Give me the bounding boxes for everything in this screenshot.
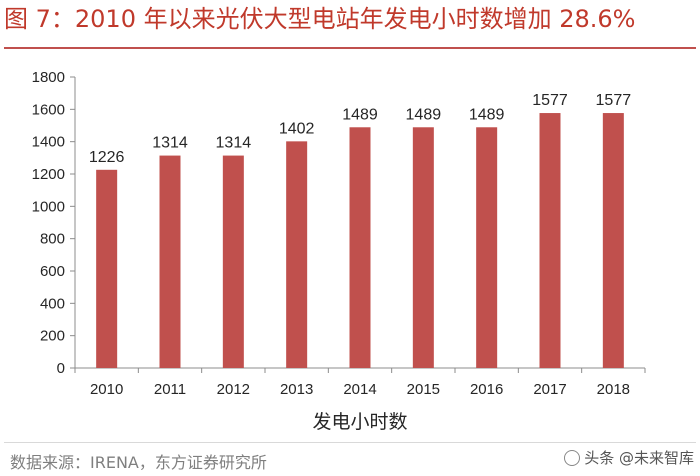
data-label-2018: 1577 [596,92,632,109]
y-tick-label: 1400 [32,134,65,151]
watermark: 头条 @未来智库 [564,447,694,468]
data-label-2012: 1314 [216,135,252,152]
data-label-2013: 1402 [279,120,315,137]
x-tick-label-2015: 2015 [407,381,440,398]
data-source: 数据来源：IRENA，东方证券研究所 [10,453,267,472]
data-label-2014: 1489 [342,106,378,123]
bar-2015 [412,127,434,368]
data-label-2017: 1577 [532,92,568,109]
bar-2017 [539,113,561,368]
y-tick-label: 1600 [32,101,65,118]
y-tick-label: 1800 [32,69,65,86]
x-tick-label-2016: 2016 [470,381,503,398]
x-axis-title: 发电小时数 [312,411,407,433]
x-tick-label-2011: 2011 [154,381,186,398]
watermark-text: 头条 @未来智库 [584,449,694,467]
data-label-2011: 1314 [152,135,188,152]
x-tick-label-2012: 2012 [217,381,250,398]
data-label-2015: 1489 [406,106,442,123]
y-tick-label: 0 [57,360,65,377]
bar-2014 [349,127,371,368]
bar-2016 [476,127,498,368]
data-label-2010: 1226 [89,149,125,166]
bar-2018 [602,113,624,368]
x-tick-label-2018: 2018 [597,381,630,398]
bar-2012 [222,155,244,368]
title-divider [4,47,696,49]
x-tick-label-2014: 2014 [343,381,376,398]
y-tick-label: 600 [40,263,65,280]
footer-divider [4,442,696,443]
figure-title: 图 7：2010 年以来光伏大型电站年发电小时数增加 28.6% [4,5,636,33]
x-tick-label-2017: 2017 [533,381,566,398]
data-label-2016: 1489 [469,106,505,123]
y-tick-label: 800 [40,231,65,248]
y-tick-label: 400 [40,295,65,312]
bar-2011 [159,155,181,368]
bar-chart: 0 200 400 600 800 1000 1200 1400 1600 1800 1226 201… [32,69,646,433]
x-tick-label-2013: 2013 [280,381,313,398]
y-tick-label: 1000 [32,198,65,215]
x-tick-label-2010: 2010 [90,381,123,398]
watermark-icon [564,449,581,466]
y-tick-label: 200 [40,328,65,345]
bar-2013 [286,141,308,368]
y-tick-label: 1200 [32,166,65,183]
bar-2010 [96,169,118,368]
